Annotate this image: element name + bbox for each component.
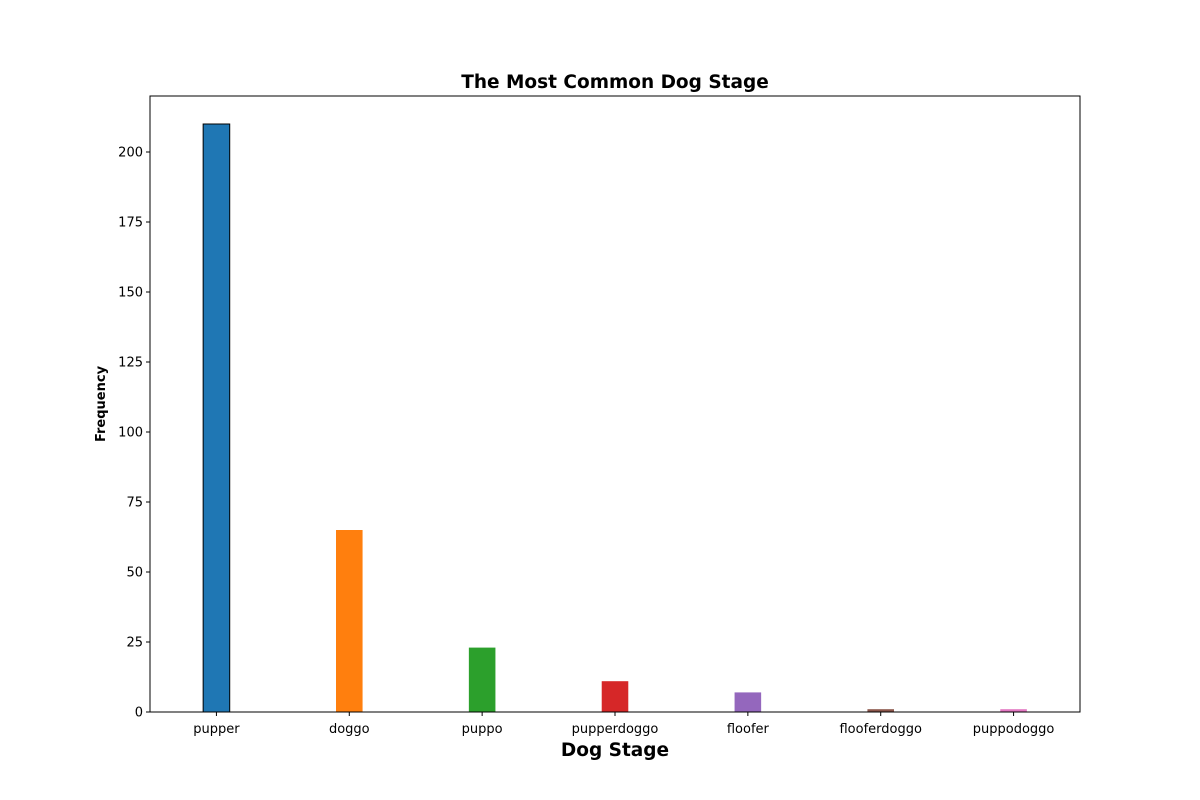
bar-pupper [202,123,231,713]
bar-flooferdoggo [867,709,894,712]
y-tick-label: 0 [135,706,143,721]
x-tick-label-floofer: floofer [727,722,770,737]
x-tick-label-puppo: puppo [462,722,503,737]
x-tick-label-pupperdoggo: pupperdoggo [572,722,659,737]
y-tick-label: 50 [126,566,143,581]
y-tick-label: 100 [118,426,143,441]
bar-floofer [734,692,762,712]
bar-puppodoggo [1000,709,1027,712]
x-tick-label-doggo: doggo [329,722,370,737]
y-tick-label: 125 [118,356,143,371]
y-axis: 0 25 50 75 100 125 150 175 200 [118,146,150,721]
x-tick-label-puppodoggo: puppodoggo [973,722,1055,737]
y-tick-label: 150 [118,286,143,301]
chart-title: The Most Common Dog Stage [461,72,769,93]
y-tick-label: 25 [126,636,143,651]
y-tick-label: 200 [118,146,143,161]
plot-frame [149,95,1081,713]
x-tick-label-pupper: pupper [193,722,240,737]
y-tick-label: 75 [126,496,143,511]
bar-pupperdoggo [601,681,629,712]
bar-puppo [468,647,496,712]
y-tick-label: 175 [118,216,143,231]
x-tick-label-flooferdoggo: flooferdoggo [839,722,921,737]
bars-group [202,123,1027,713]
y-axis-label: Frequency [94,365,109,442]
x-axis: pupper doggo puppo pupperdoggo floofer floofe… [193,712,1054,737]
x-axis-label: Dog Stage [561,740,669,761]
bar-doggo [336,530,363,712]
